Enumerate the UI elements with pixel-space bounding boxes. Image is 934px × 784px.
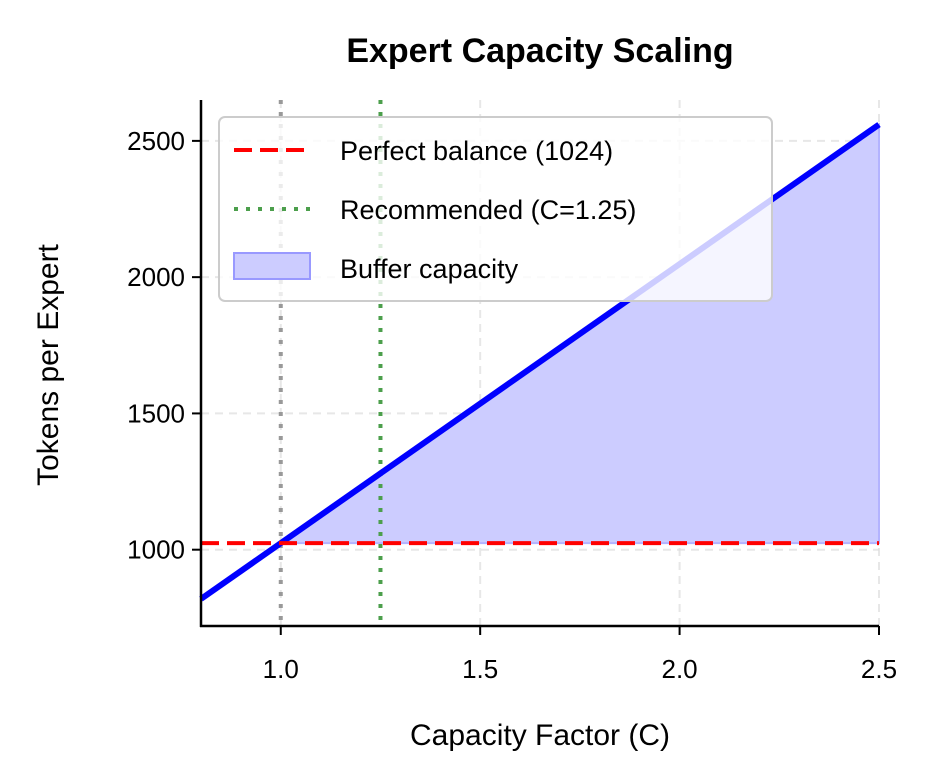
y-tick-label-1: 1500 xyxy=(127,398,185,428)
legend-label-recommended: Recommended (C=1.25) xyxy=(340,195,636,225)
ticks: 1.0 1.5 2.0 2.5 1000 1500 2000 2500 xyxy=(127,126,897,684)
x-axis-label: Capacity Factor (C) xyxy=(410,719,670,752)
x-tick-label-2: 2.0 xyxy=(662,654,698,684)
legend-frame xyxy=(218,116,773,302)
legend-swatch-buffer-capacity xyxy=(233,252,311,280)
axes xyxy=(199,100,879,628)
y-tick-label-3: 2500 xyxy=(127,126,185,156)
y-tick-label-2: 2000 xyxy=(127,262,185,292)
legend-label-perfect-balance: Perfect balance (1024) xyxy=(340,136,613,166)
legend: Perfect balance (1024) Recommended (C=1.… xyxy=(218,116,773,302)
y-axis-label: Tokens per Expert xyxy=(32,243,65,485)
x-tick-label-3: 2.5 xyxy=(861,654,897,684)
x-tick-label-0: 1.0 xyxy=(263,654,299,684)
legend-label-buffer-capacity: Buffer capacity xyxy=(340,254,519,284)
x-tick-label-1: 1.5 xyxy=(462,654,498,684)
y-tick-label-0: 1000 xyxy=(127,535,185,565)
chart-title: Expert Capacity Scaling xyxy=(346,32,733,70)
